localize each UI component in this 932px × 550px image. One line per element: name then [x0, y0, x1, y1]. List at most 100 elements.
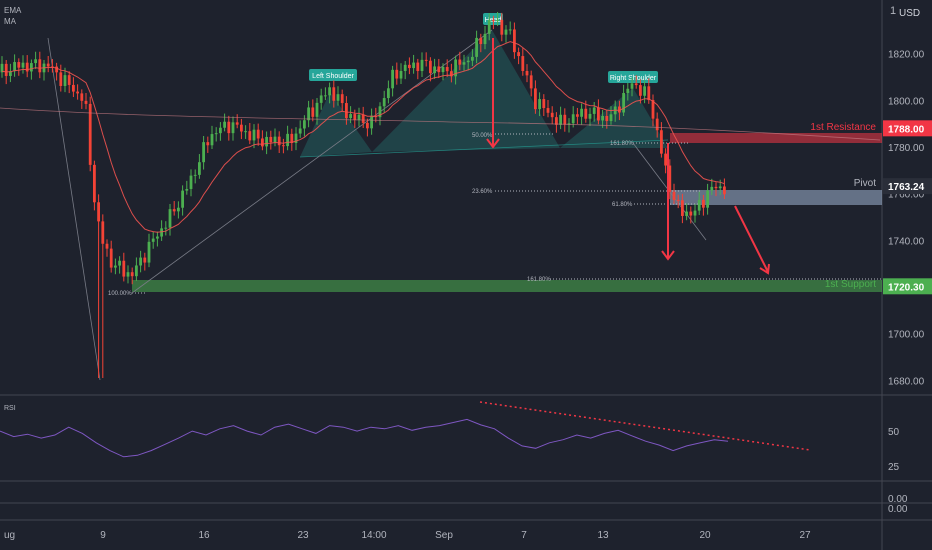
candle-body — [332, 87, 336, 101]
candle-body — [718, 186, 722, 189]
candle-body — [391, 69, 394, 89]
candle-body — [618, 106, 621, 113]
candle-body — [122, 260, 126, 277]
price-badge-0: 1788.00 — [888, 124, 925, 135]
candle-body — [25, 62, 29, 72]
candle-body — [479, 37, 483, 45]
candle-body — [655, 118, 659, 131]
candle-body — [462, 62, 466, 65]
candle-body — [177, 207, 180, 212]
candle-body — [408, 64, 411, 69]
candle-body — [601, 115, 604, 121]
candle-body — [265, 136, 268, 147]
time-tick-4: 14:00 — [361, 530, 386, 541]
breakdown-arrow — [661, 143, 675, 261]
candle-body — [366, 122, 369, 129]
candle-body — [353, 114, 357, 120]
candle-body — [336, 94, 340, 101]
neckline — [299, 139, 669, 158]
candle-body — [660, 130, 663, 154]
fib-label-161-b: 161.80% — [527, 277, 551, 283]
candle-body — [88, 103, 92, 165]
candle-body — [492, 20, 495, 22]
candle-body — [433, 66, 436, 74]
price-tick-0: 1820.00 — [888, 50, 925, 61]
candle-body — [668, 165, 672, 192]
candle-body — [576, 114, 579, 117]
candle-body — [529, 75, 533, 89]
candle-body — [450, 71, 453, 77]
candle-body — [135, 265, 138, 277]
candle-body — [311, 107, 315, 117]
candle-body — [504, 29, 508, 35]
candle-body — [55, 66, 58, 73]
candle-body — [143, 257, 147, 263]
currency-badge[interactable]: USD — [899, 8, 920, 19]
candle-body — [160, 228, 163, 237]
candle-body — [475, 37, 478, 57]
candle-body — [571, 114, 575, 124]
candle-body — [219, 127, 222, 134]
candle-body — [114, 265, 117, 268]
time-axis-ticks: ug 9 16 23 14:00 Sep 7 13 20 27 — [4, 530, 811, 541]
candle-body — [13, 62, 16, 72]
candle-body — [639, 85, 642, 96]
candle-body — [676, 199, 680, 201]
candle-body — [4, 63, 8, 76]
candle-body — [198, 162, 201, 175]
rsi-label: RSI — [4, 405, 16, 412]
candle-body — [555, 117, 558, 125]
price-badge-bg-2 — [883, 278, 932, 295]
candle-body — [500, 19, 504, 35]
candle-body — [34, 59, 37, 64]
candle-body — [126, 272, 130, 277]
support-zone — [132, 280, 882, 292]
candle-body — [454, 59, 457, 77]
price-tick-4: 1740.00 — [888, 236, 925, 247]
candle-body — [273, 136, 277, 143]
candle-body — [420, 59, 424, 72]
candle-body — [185, 188, 189, 191]
candle-body — [626, 88, 630, 93]
right-shoulder-label: Right Shoulder — [608, 71, 658, 83]
left-shoulder-label: Left Shoulder — [309, 69, 357, 81]
time-tick-2: 16 — [198, 530, 210, 541]
pivot-label: Pivot — [854, 178, 876, 189]
time-tick-3: 23 — [297, 530, 309, 541]
candle-body — [139, 257, 142, 266]
currency-label: USD — [899, 8, 920, 19]
candle-body — [592, 107, 596, 114]
candle-body — [168, 209, 172, 228]
candle-body — [248, 131, 252, 141]
price-badge-2: 1720.30 — [888, 282, 925, 293]
fib-label-100: 100.00% — [108, 291, 132, 297]
time-tick-7: 13 — [597, 530, 609, 541]
candle-body — [424, 59, 428, 61]
candle-body — [382, 98, 386, 107]
candle-body — [67, 75, 71, 85]
candle-body — [517, 52, 520, 57]
candle-body — [378, 106, 382, 118]
price-tick-2: 1780.00 — [888, 143, 925, 154]
rsi-line — [0, 418, 729, 458]
candle-body — [647, 86, 651, 101]
candle-body — [542, 99, 546, 109]
indicator-label-ma: MA — [4, 17, 17, 26]
price-tick-7: 1680.00 — [888, 376, 925, 387]
support-label: 1st Support — [825, 279, 876, 290]
candle-body — [252, 129, 256, 141]
candle-body — [46, 63, 50, 67]
candle-body — [298, 128, 302, 134]
axis-top-label: 1 — [890, 5, 896, 17]
candle-body — [588, 113, 592, 119]
candle-body — [580, 108, 583, 117]
candle-body — [550, 112, 554, 118]
candle-body — [534, 88, 537, 110]
time-tick-5: Sep — [435, 530, 453, 541]
candle-body — [303, 120, 306, 129]
candle-body — [63, 75, 67, 86]
candle-body — [210, 134, 214, 146]
candle-body — [370, 115, 373, 129]
candle-body — [508, 29, 512, 31]
